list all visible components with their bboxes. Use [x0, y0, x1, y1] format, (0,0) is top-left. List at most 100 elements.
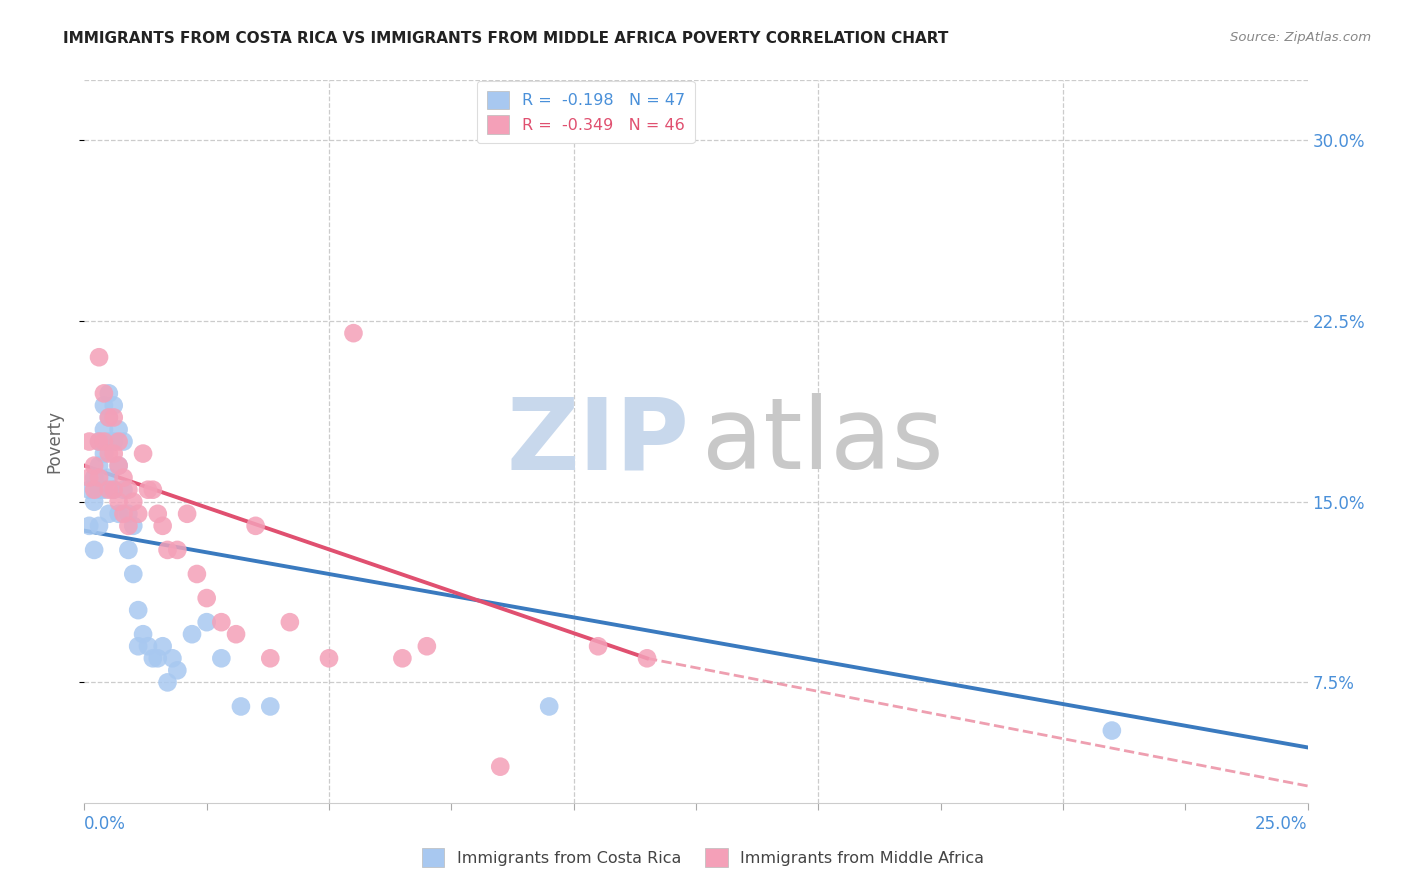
- Point: [93, 398, 115, 412]
- Point: [162, 651, 184, 665]
- Point: [107, 423, 129, 437]
- Point: [103, 434, 125, 449]
- Point: [117, 542, 139, 557]
- Point: [107, 458, 129, 473]
- Text: IMMIGRANTS FROM COSTA RICA VS IMMIGRANTS FROM MIDDLE AFRICA POVERTY CORRELATION : IMMIGRANTS FROM COSTA RICA VS IMMIGRANTS…: [63, 31, 949, 46]
- Point: [97, 410, 120, 425]
- Point: [112, 483, 135, 497]
- Point: [209, 615, 232, 630]
- Legend: Immigrants from Costa Rica, Immigrants from Middle Africa: Immigrants from Costa Rica, Immigrants f…: [415, 842, 991, 873]
- Legend: R =  -0.198   N = 47, R =  -0.349   N = 46: R = -0.198 N = 47, R = -0.349 N = 46: [477, 81, 695, 144]
- Point: [107, 507, 129, 521]
- Point: [87, 434, 110, 449]
- Point: [391, 651, 413, 665]
- Point: [87, 458, 110, 473]
- Point: [83, 483, 105, 497]
- Point: [103, 483, 125, 497]
- Point: [152, 639, 174, 653]
- Point: [142, 651, 165, 665]
- Point: [245, 518, 267, 533]
- Point: [538, 699, 561, 714]
- Point: [136, 639, 159, 653]
- Point: [83, 494, 105, 508]
- Point: [83, 542, 105, 557]
- Point: [93, 446, 115, 460]
- Point: [127, 507, 149, 521]
- Point: [77, 434, 100, 449]
- Point: [117, 507, 139, 521]
- Text: atlas: atlas: [702, 393, 943, 490]
- Point: [225, 627, 247, 641]
- Point: [87, 483, 110, 497]
- Point: [342, 326, 364, 340]
- Point: [259, 699, 281, 714]
- Point: [93, 434, 115, 449]
- Point: [166, 664, 188, 678]
- Y-axis label: Poverty: Poverty: [45, 410, 63, 473]
- Point: [117, 518, 139, 533]
- Point: [195, 591, 218, 606]
- Point: [142, 483, 165, 497]
- Point: [97, 470, 120, 484]
- Point: [318, 651, 340, 665]
- Point: [97, 483, 120, 497]
- Point: [156, 675, 179, 690]
- Point: [93, 423, 115, 437]
- Point: [1101, 723, 1123, 738]
- Point: [489, 760, 512, 774]
- Point: [83, 458, 105, 473]
- Point: [83, 470, 105, 484]
- Point: [127, 603, 149, 617]
- Point: [117, 483, 139, 497]
- Point: [97, 410, 120, 425]
- Point: [122, 518, 145, 533]
- Text: Source: ZipAtlas.com: Source: ZipAtlas.com: [1230, 31, 1371, 45]
- Point: [97, 446, 120, 460]
- Point: [107, 458, 129, 473]
- Point: [87, 518, 110, 533]
- Point: [93, 483, 115, 497]
- Point: [195, 615, 218, 630]
- Point: [136, 483, 159, 497]
- Text: ZIP: ZIP: [508, 393, 690, 490]
- Point: [259, 651, 281, 665]
- Point: [122, 567, 145, 582]
- Point: [77, 483, 100, 497]
- Point: [103, 410, 125, 425]
- Point: [97, 434, 120, 449]
- Point: [77, 518, 100, 533]
- Point: [146, 651, 169, 665]
- Point: [112, 434, 135, 449]
- Point: [112, 507, 135, 521]
- Point: [186, 567, 208, 582]
- Point: [229, 699, 252, 714]
- Point: [176, 507, 198, 521]
- Point: [209, 651, 232, 665]
- Point: [103, 398, 125, 412]
- Point: [152, 518, 174, 533]
- Point: [97, 507, 120, 521]
- Point: [122, 494, 145, 508]
- Point: [132, 627, 155, 641]
- Point: [107, 434, 129, 449]
- Point: [112, 470, 135, 484]
- Point: [156, 542, 179, 557]
- Point: [146, 507, 169, 521]
- Point: [586, 639, 609, 653]
- Point: [127, 639, 149, 653]
- Point: [87, 434, 110, 449]
- Point: [97, 386, 120, 401]
- Point: [278, 615, 301, 630]
- Point: [181, 627, 204, 641]
- Point: [166, 542, 188, 557]
- Point: [103, 446, 125, 460]
- Point: [87, 470, 110, 484]
- Point: [87, 350, 110, 364]
- Point: [107, 494, 129, 508]
- Point: [103, 483, 125, 497]
- Point: [93, 386, 115, 401]
- Point: [636, 651, 658, 665]
- Point: [416, 639, 439, 653]
- Point: [132, 446, 155, 460]
- Point: [77, 470, 100, 484]
